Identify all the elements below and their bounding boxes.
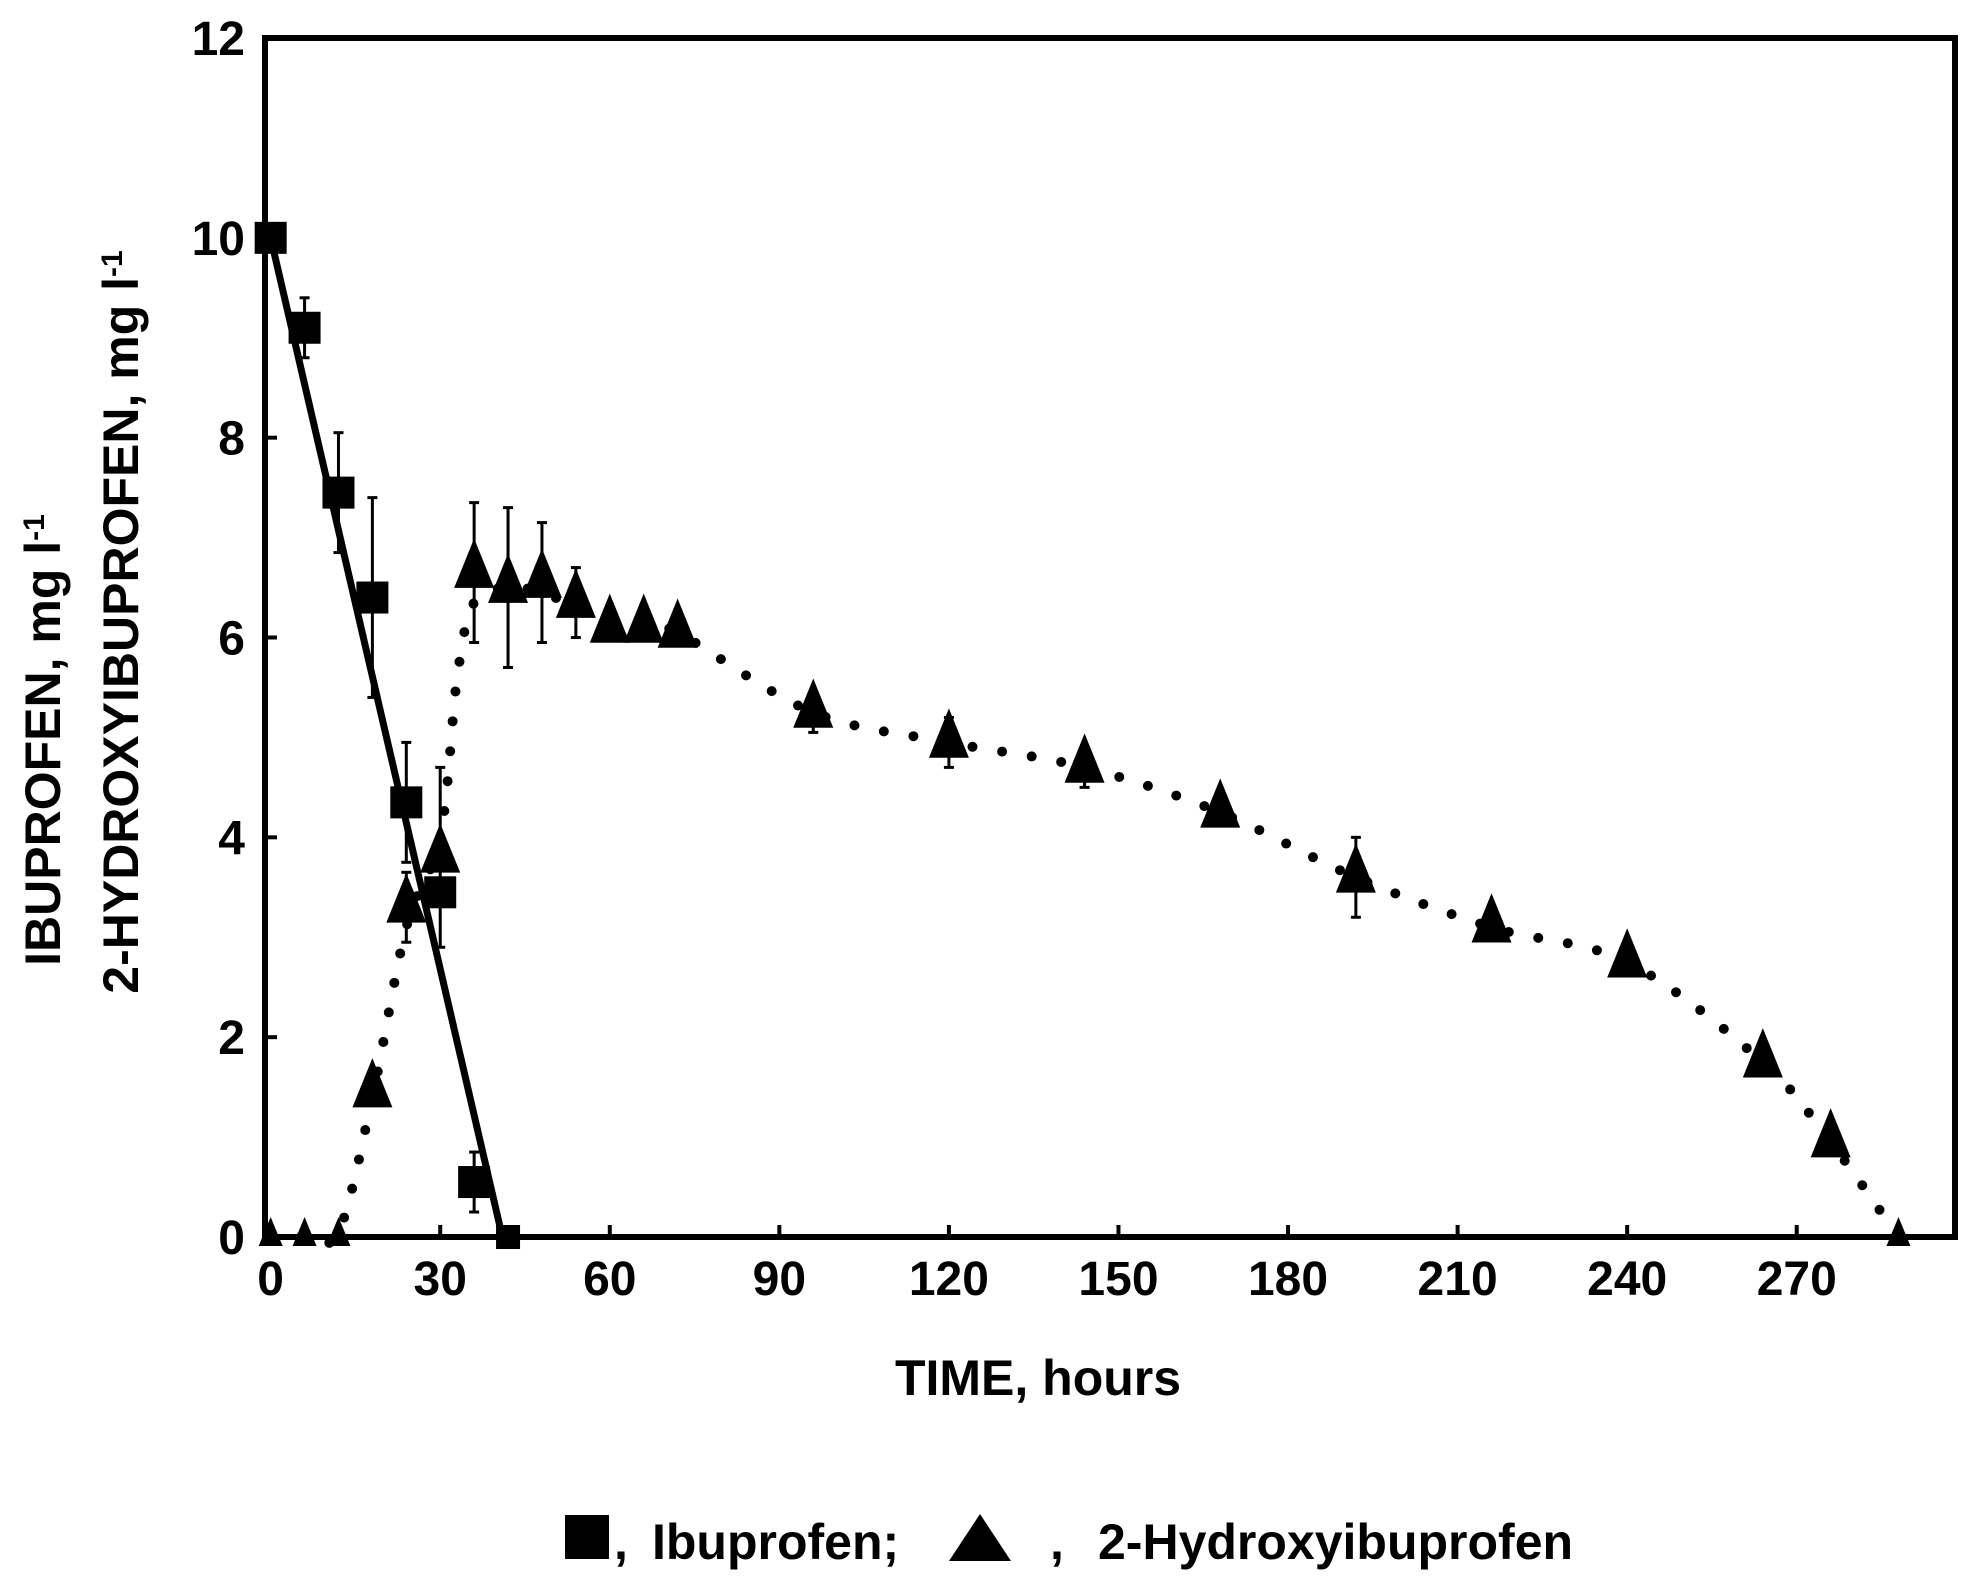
hydroxyibuprofen-point <box>657 598 698 648</box>
y-tick-label: 0 <box>218 1212 245 1265</box>
x-tick-label: 30 <box>414 1253 467 1306</box>
hydroxyibuprofen-point <box>292 1217 317 1246</box>
hydroxyibuprofen-point <box>1810 1108 1851 1158</box>
hydroxyibuprofen-point <box>1607 928 1648 978</box>
plot-frame <box>262 35 1958 1240</box>
legend-separator-2: , <box>1050 1514 1064 1570</box>
hydroxyibuprofen-point <box>1335 843 1376 893</box>
hydroxyibuprofen-point <box>555 568 596 618</box>
hydroxyibuprofen-point <box>1471 893 1512 943</box>
ibuprofen-point <box>424 876 457 909</box>
x-tick-label: 240 <box>1587 1253 1667 1306</box>
y-axis-label-line2: 2-HYDROXYIBUPROFEN, mg l-1 <box>93 250 149 993</box>
legend: , Ibuprofen; , 2-Hydroxyibuprofen <box>565 1514 1573 1570</box>
hydroxyibuprofen-point <box>1064 733 1105 783</box>
y-axis-label-line2-text: 2-HYDROXYIBUPROFEN, mg l <box>93 277 149 994</box>
x-tick-label: 60 <box>583 1253 636 1306</box>
x-tick-label: 270 <box>1757 1253 1837 1306</box>
hydroxyibuprofen-point <box>352 1058 393 1108</box>
ibuprofen-point <box>496 1225 521 1249</box>
x-tick-label: 120 <box>909 1253 989 1306</box>
legend-ibuprofen-label: Ibuprofen; <box>652 1514 899 1570</box>
hydroxyibuprofen-point <box>386 873 427 923</box>
y-tick-label: 2 <box>218 1012 245 1065</box>
ibuprofen-point <box>390 786 423 819</box>
hydroxyibuprofen-point <box>1742 1028 1783 1078</box>
y-axis-label-line1-sup: -1 <box>18 514 51 541</box>
hydroxyibuprofen-point <box>793 678 834 728</box>
y-axis-label-line1: IBUPROFEN, mg l-1 <box>15 514 71 966</box>
hydroxyibuprofen-point <box>623 593 664 643</box>
hydroxyibuprofen-point <box>326 1217 351 1246</box>
x-tick-label: 210 <box>1418 1253 1498 1306</box>
y-axis-label-line2-sup: -1 <box>96 250 129 277</box>
ibuprofen-point <box>458 1166 491 1199</box>
legend-separator-1: , <box>614 1514 628 1570</box>
hydroxyibuprofen-point <box>928 708 969 758</box>
y-tick-label: 4 <box>218 812 245 865</box>
hydroxyibuprofen-point <box>521 548 562 598</box>
y-tick-label: 10 <box>192 213 245 266</box>
hydroxyibuprofen-point <box>1200 778 1241 828</box>
x-tick-label: 90 <box>753 1253 806 1306</box>
hydroxyibuprofen-point <box>258 1217 283 1246</box>
y-tick-label: 6 <box>218 613 245 666</box>
hydroxyibuprofen-point <box>589 593 630 643</box>
hydroxyibuprofen-point <box>420 823 461 873</box>
x-tick-label: 180 <box>1248 1253 1328 1306</box>
legend-ibuprofen-swatch <box>565 1515 609 1559</box>
ibuprofen-fit-line <box>267 237 506 1238</box>
y-tick-label: 12 <box>192 13 245 66</box>
x-tick-label: 0 <box>257 1253 284 1306</box>
y-tick-label: 8 <box>218 413 245 466</box>
hydroxyibuprofen-point <box>488 553 529 603</box>
ibuprofen-point <box>356 581 389 614</box>
hydroxyibuprofen-point <box>1886 1217 1911 1246</box>
hydroxyibuprofen-curve <box>265 582 1904 1249</box>
x-axis-label: TIME, hours <box>895 1350 1181 1406</box>
legend-hydroxyibuprofen-label: 2-Hydroxyibuprofen <box>1098 1514 1573 1570</box>
ibuprofen-point <box>288 311 321 344</box>
ibuprofen-point <box>254 221 287 254</box>
x-tick-label: 150 <box>1078 1253 1158 1306</box>
legend-hydroxyibuprofen-swatch <box>949 1514 1011 1561</box>
y-axis-label-line1-text: IBUPROFEN, mg l <box>15 541 71 966</box>
ibuprofen-point <box>322 476 355 509</box>
hydroxyibuprofen-point <box>454 538 495 588</box>
